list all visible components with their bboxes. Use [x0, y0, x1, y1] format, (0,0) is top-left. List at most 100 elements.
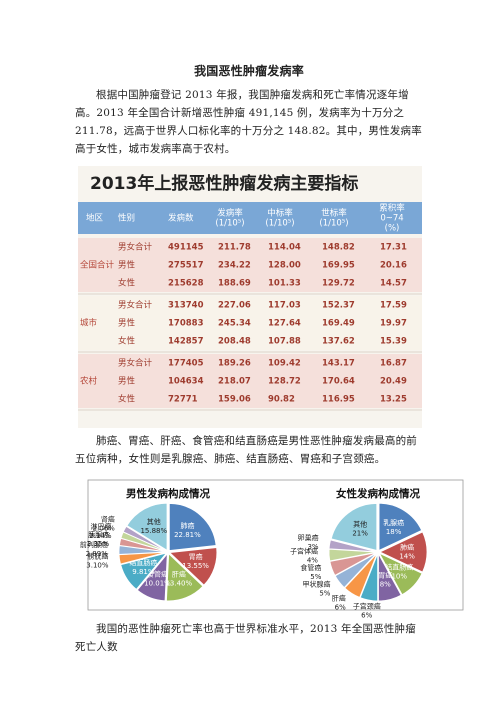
slice-value: 6% — [361, 612, 372, 620]
table-cell: 117.03 — [268, 301, 301, 311]
region-label: 农村 — [80, 376, 98, 387]
slice-value: 21% — [352, 529, 368, 537]
table-header: (%) — [385, 224, 400, 234]
table-cell: 148.82 — [322, 243, 355, 253]
slice-name: 卵巢癌 — [298, 533, 319, 542]
slice-name: 前列腺癌 — [80, 540, 108, 549]
paragraph: 肺癌、胃癌、肝癌、食管癌和结直肠癌是男性恶性肿瘤发病最高的前五位病种，女性则是乳… — [75, 435, 417, 465]
table-header: 0~74 — [380, 214, 403, 224]
header-band — [78, 202, 422, 234]
slice-name: 结直肠癌 — [129, 558, 157, 567]
table-cell: 20.49 — [380, 377, 407, 387]
pie-slice — [334, 552, 377, 589]
page-title: 我国恶性肿瘤发病率 — [194, 64, 304, 78]
table-cell: 13.25 — [380, 395, 407, 405]
slice-value: 15.88% — [140, 527, 167, 535]
slice-name: 肺癌 — [400, 543, 414, 552]
paragraph: 根据中国肿瘤登记 2013 年报，我国肿瘤发病和死亡率情况逐年增高。2013 年… — [75, 89, 422, 155]
pie-slice — [126, 502, 168, 551]
slice-name: 胃癌 — [378, 571, 392, 580]
paragraph: 我国的恶性肿瘤死亡率也高于世界标准水平，2013 年全国恶性肿瘤死亡人数 — [75, 623, 416, 653]
table-cell: 男女合计 — [118, 300, 153, 311]
slice-name: 淋巴瘤 — [91, 522, 112, 531]
table-cell: 19.97 — [380, 319, 407, 329]
pie-slice — [328, 539, 377, 553]
table-header: 性别 — [118, 213, 135, 224]
pie-slice — [122, 525, 167, 552]
group-band — [78, 238, 422, 292]
slice-name: 胃癌 — [189, 552, 203, 561]
region-label: 全国合计 — [80, 260, 115, 271]
table-cell: 211.78 — [218, 243, 251, 253]
slice-value: 3.10% — [86, 562, 109, 570]
pie-slice — [136, 552, 168, 602]
table-cell: 116.95 — [322, 395, 355, 405]
table-cell: 208.48 — [218, 337, 251, 347]
table-cell: 男性 — [118, 318, 136, 329]
slice-name: 其他 — [353, 519, 367, 528]
table-cell: 143.17 — [322, 359, 355, 369]
slice-value: 10% — [391, 572, 407, 580]
table-cell: 313740 — [168, 301, 204, 311]
table-cell: 17.59 — [380, 301, 407, 311]
table-header: 中标率 — [267, 208, 293, 219]
table-cell: 152.37 — [322, 301, 355, 311]
table-cell: 170883 — [168, 319, 204, 329]
pie-slice — [359, 553, 379, 602]
table-header: 累积率 — [379, 203, 405, 214]
slice-name: 肝癌 — [332, 593, 346, 602]
pie-slice — [379, 531, 428, 573]
pie-slice — [378, 502, 423, 551]
pie-slice — [330, 503, 378, 551]
slice-value: 9.81% — [132, 568, 155, 576]
table-cell: 159.06 — [218, 395, 251, 405]
table-cell: 72771 — [168, 395, 198, 405]
slice-value: 10.01% — [144, 580, 171, 588]
slice-name: 甲状腺癌 — [302, 579, 330, 588]
table-cell: 15.39 — [380, 337, 407, 347]
table-cell: 142857 — [168, 337, 204, 347]
slice-name: 肺癌 — [180, 521, 194, 530]
table-header: (1/10⁵) — [215, 219, 244, 229]
pie-slice — [166, 552, 204, 602]
slice-value: 4% — [307, 556, 318, 564]
table-title: 2013年上报恶性肿瘤发病主要指标 — [90, 173, 358, 194]
pie-slice — [344, 553, 378, 598]
table-cell: 101.33 — [268, 279, 301, 289]
slice-name: 其他 — [147, 517, 161, 526]
table-cell: 128.00 — [268, 261, 301, 271]
group-band — [78, 354, 422, 408]
slice-value: 14% — [399, 553, 415, 561]
table-cell: 275517 — [168, 261, 204, 271]
table-cell: 129.72 — [322, 279, 355, 289]
table-cell: 109.42 — [268, 359, 301, 369]
pie-slice — [120, 552, 168, 590]
table-cell: 188.69 — [218, 279, 251, 289]
table-cell: 男女合计 — [118, 358, 153, 369]
table-cell: 90.82 — [268, 395, 295, 405]
group-band — [78, 296, 422, 350]
table-cell: 245.34 — [218, 319, 251, 329]
table-cell: 107.88 — [268, 337, 301, 347]
pie-slice — [328, 548, 377, 562]
table-cell: 男女合计 — [118, 242, 153, 253]
slice-value: 5% — [319, 589, 330, 597]
chart-title: 女性发病构成情况 — [336, 487, 420, 500]
table-header: 世标率 — [321, 208, 347, 219]
slice-name: 肾癌 — [101, 514, 115, 523]
slice-value: 5% — [310, 573, 321, 581]
slice-name: 食管癌 — [300, 563, 321, 572]
slice-value: 3% — [307, 543, 318, 551]
region-label: 城市 — [80, 318, 98, 329]
pie-slice — [329, 552, 377, 576]
table-cell: 17.31 — [380, 243, 407, 253]
slice-name: 子宫颈癌 — [353, 602, 381, 611]
slice-name: 胰腺癌 — [88, 530, 109, 539]
table-cell: 215628 — [168, 279, 204, 289]
table-cell: 114.04 — [268, 243, 301, 253]
slice-value: 18% — [386, 528, 402, 536]
table-cell: 218.07 — [218, 377, 251, 387]
table-cell: 女性 — [118, 278, 136, 289]
slice-value: 13.55% — [182, 562, 209, 570]
